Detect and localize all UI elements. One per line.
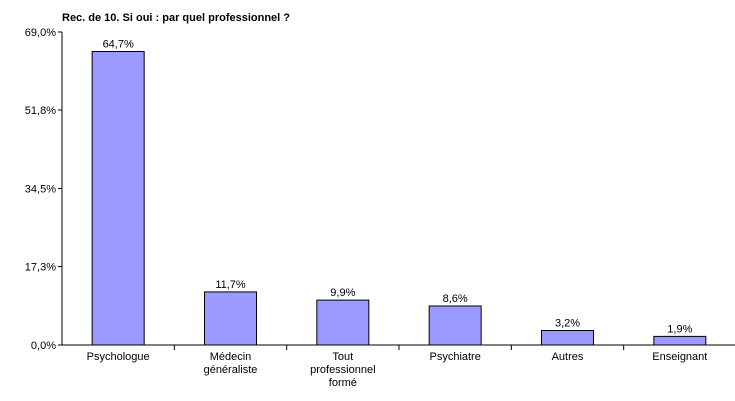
x-tick-label: Médecin généraliste <box>204 351 258 376</box>
chart-title: Rec. de 10. Si oui : par quel profession… <box>62 12 290 24</box>
x-tick-label: Tout professionnel formé <box>310 351 375 389</box>
value-label: 3,2% <box>555 317 580 329</box>
y-tick-label: 51,8% <box>25 105 56 117</box>
bar <box>204 291 257 346</box>
bar <box>91 51 145 346</box>
value-label: 1,9% <box>667 323 692 335</box>
y-tick-label: 17,3% <box>25 262 56 274</box>
x-tick-label: Psychologue <box>87 351 150 363</box>
value-label: 64,7% <box>103 39 134 51</box>
y-tick-label: 69,0% <box>25 27 56 39</box>
x-tick-label: Autres <box>552 351 584 363</box>
bar <box>541 329 594 346</box>
value-label: 9,9% <box>330 287 355 299</box>
y-tick-label: 34,5% <box>25 184 56 196</box>
bar <box>316 299 370 346</box>
bar <box>428 305 482 346</box>
y-tick-label: 0,0% <box>31 340 56 352</box>
value-label: 11,7% <box>215 279 246 291</box>
x-tick-label: Enseignant <box>652 351 707 363</box>
x-tick-label: Psychiatre <box>429 351 480 363</box>
bar <box>653 335 707 346</box>
value-label: 8,6% <box>443 293 468 305</box>
